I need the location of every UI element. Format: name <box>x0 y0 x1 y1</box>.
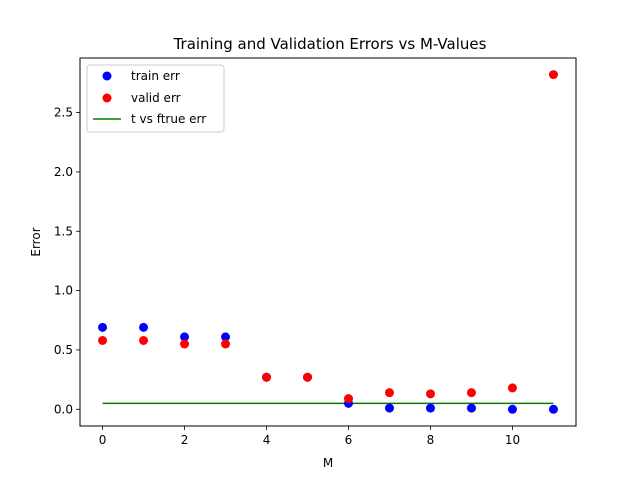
x-tick-label: 0 <box>99 433 107 447</box>
x-axis-label: M <box>323 456 333 470</box>
data-point-valid-err <box>180 339 190 349</box>
data-point-valid-err <box>139 335 149 345</box>
x-tick-label: 2 <box>181 433 189 447</box>
y-tick-label: 2.5 <box>54 106 73 120</box>
data-point-train-err <box>98 322 108 332</box>
axis-ticks: 0 2 4 6 8 10 0.0 0.5 1.0 1.5 2.0 2.5 <box>54 106 520 447</box>
y-tick-label: 0.0 <box>54 402 73 416</box>
data-point-train-err <box>384 403 394 413</box>
data-point-train-err <box>180 332 190 342</box>
data-point-valid-err <box>507 383 517 393</box>
chart-title: Training and Validation Errors vs M-Valu… <box>173 35 487 53</box>
data-point-valid-err <box>548 70 558 80</box>
data-point-valid-err <box>344 394 353 404</box>
x-tick-label: 10 <box>505 433 520 447</box>
x-tick-label: 6 <box>345 433 353 447</box>
x-tick-label: 4 <box>263 433 271 447</box>
data-point-valid-err <box>466 388 476 398</box>
y-axis-label: Error <box>29 227 43 256</box>
data-point-train-err <box>507 404 517 414</box>
y-tick-label: 0.5 <box>54 343 73 357</box>
data-point-valid-err <box>425 389 435 399</box>
data-point-train-err <box>221 332 231 342</box>
data-point-train-err <box>466 403 476 413</box>
data-point-train-err <box>139 322 149 332</box>
y-tick-label: 2.0 <box>54 165 73 179</box>
legend-marker-train-err <box>102 71 112 81</box>
legend-marker-valid-err <box>102 93 112 103</box>
legend-label-valid-err: valid err <box>131 91 181 105</box>
plot-layer <box>98 70 558 414</box>
legend: train err valid err t vs ftrue err <box>86 64 225 133</box>
data-point-valid-err <box>98 335 108 345</box>
data-point-train-err <box>548 404 558 414</box>
legend-box <box>86 64 225 133</box>
legend-label-true-err: t vs ftrue err <box>131 112 206 126</box>
x-tick-label: 8 <box>427 433 435 447</box>
data-point-valid-err <box>384 388 394 398</box>
plot-area-frame <box>79 57 577 427</box>
legend-label-train-err: train err <box>131 69 180 83</box>
y-tick-label: 1.0 <box>54 284 73 298</box>
data-point-valid-err <box>303 372 312 382</box>
y-tick-label: 1.5 <box>54 224 73 238</box>
data-point-train-err <box>425 403 435 413</box>
data-point-valid-err <box>221 339 231 349</box>
data-point-valid-err <box>262 372 272 382</box>
